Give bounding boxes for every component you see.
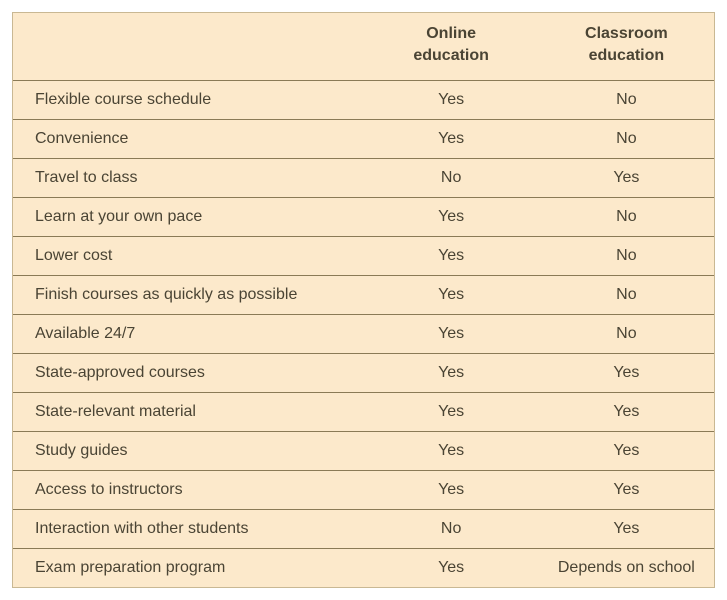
feature-label: Interaction with other students bbox=[13, 510, 364, 549]
online-value: Yes bbox=[364, 354, 539, 393]
table-row: Access to instructors Yes Yes bbox=[13, 471, 714, 510]
online-value: Yes bbox=[364, 549, 539, 588]
classroom-value: Yes bbox=[539, 471, 714, 510]
table-row: State-approved courses Yes Yes bbox=[13, 354, 714, 393]
classroom-value: Yes bbox=[539, 354, 714, 393]
feature-label: Exam preparation program bbox=[13, 549, 364, 588]
feature-label: Finish courses as quickly as possible bbox=[13, 276, 364, 315]
table-row: Available 24/7 Yes No bbox=[13, 315, 714, 354]
column-header-classroom-line1: Classroomeducation bbox=[585, 25, 668, 64]
feature-label: Flexible course schedule bbox=[13, 81, 364, 120]
table-row: Study guides Yes Yes bbox=[13, 432, 714, 471]
classroom-value: Yes bbox=[539, 432, 714, 471]
feature-label: State-relevant material bbox=[13, 393, 364, 432]
classroom-value: Yes bbox=[539, 510, 714, 549]
comparison-table-container: Onlineeducation Classroomeducation Flexi… bbox=[12, 12, 715, 588]
comparison-table: Onlineeducation Classroomeducation Flexi… bbox=[13, 13, 714, 587]
classroom-value: Yes bbox=[539, 393, 714, 432]
online-value: Yes bbox=[364, 81, 539, 120]
feature-label: Access to instructors bbox=[13, 471, 364, 510]
column-header-classroom: Classroomeducation bbox=[539, 13, 714, 81]
feature-label: Available 24/7 bbox=[13, 315, 364, 354]
feature-label: Travel to class bbox=[13, 159, 364, 198]
online-value: Yes bbox=[364, 198, 539, 237]
table-header-row: Onlineeducation Classroomeducation bbox=[13, 13, 714, 81]
classroom-value: No bbox=[539, 81, 714, 120]
online-value: Yes bbox=[364, 432, 539, 471]
table-row: Learn at your own pace Yes No bbox=[13, 198, 714, 237]
classroom-value: No bbox=[539, 276, 714, 315]
classroom-value: No bbox=[539, 120, 714, 159]
classroom-value: Depends on school bbox=[539, 549, 714, 588]
classroom-value: No bbox=[539, 198, 714, 237]
online-value: Yes bbox=[364, 315, 539, 354]
table-row: Exam preparation program Yes Depends on … bbox=[13, 549, 714, 588]
table-row: Convenience Yes No bbox=[13, 120, 714, 159]
column-header-online-line1: Onlineeducation bbox=[413, 25, 489, 64]
online-value: Yes bbox=[364, 120, 539, 159]
classroom-value: No bbox=[539, 237, 714, 276]
classroom-value: Yes bbox=[539, 159, 714, 198]
feature-label: State-approved courses bbox=[13, 354, 364, 393]
table-row: Finish courses as quickly as possible Ye… bbox=[13, 276, 714, 315]
online-value: Yes bbox=[364, 471, 539, 510]
table-row: Lower cost Yes No bbox=[13, 237, 714, 276]
feature-label: Lower cost bbox=[13, 237, 364, 276]
column-header-online: Onlineeducation bbox=[364, 13, 539, 81]
online-value: Yes bbox=[364, 237, 539, 276]
table-row: State-relevant material Yes Yes bbox=[13, 393, 714, 432]
table-row: Interaction with other students No Yes bbox=[13, 510, 714, 549]
column-header-feature bbox=[13, 13, 364, 81]
classroom-value: No bbox=[539, 315, 714, 354]
online-value: No bbox=[364, 159, 539, 198]
feature-label: Learn at your own pace bbox=[13, 198, 364, 237]
table-row: Travel to class No Yes bbox=[13, 159, 714, 198]
online-value: No bbox=[364, 510, 539, 549]
online-value: Yes bbox=[364, 276, 539, 315]
online-value: Yes bbox=[364, 393, 539, 432]
feature-label: Convenience bbox=[13, 120, 364, 159]
table-row: Flexible course schedule Yes No bbox=[13, 81, 714, 120]
feature-label: Study guides bbox=[13, 432, 364, 471]
table-body: Flexible course schedule Yes No Convenie… bbox=[13, 81, 714, 588]
